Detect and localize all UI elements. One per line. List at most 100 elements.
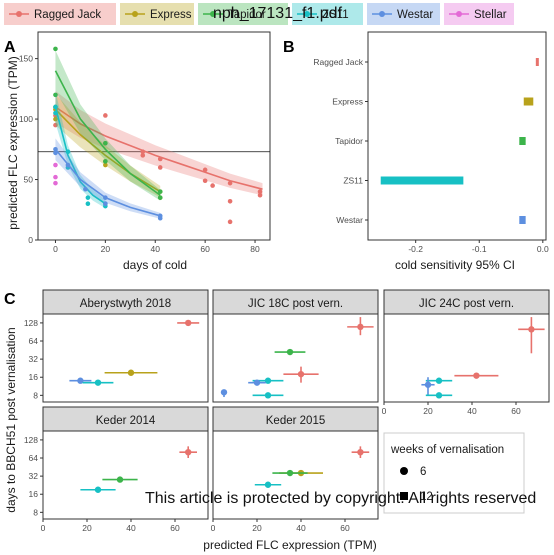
panel-c-facet-jic-18c-post-vern-point-tapidor — [286, 348, 294, 356]
panel-c-facet-keder-2014-title: Keder 2014 — [96, 415, 156, 427]
weeks-legend-label-12: 12 — [420, 491, 433, 503]
panel-a-point-ragged-jack — [257, 189, 263, 194]
panel-b-plot: -0.2 -0.1 0.0 Ragged Jack Express Tapidor ZS11… — [313, 31, 549, 254]
panel-c-facet-aberystwyth-2018-point-westar — [77, 377, 84, 384]
legend-label-zs11: ZS11 — [322, 9, 349, 21]
weeks-legend-square-marker — [400, 492, 408, 500]
panel-a-point-ragged-jack — [140, 153, 146, 158]
panel-a-xlabel: days of cold — [123, 258, 187, 272]
legend-swatch-express — [120, 3, 194, 25]
panel-b-interval-tapidor — [519, 137, 526, 145]
panel-c-facet-jic-18c-post-vern-frame — [212, 313, 379, 403]
panel-a-xtick-label: 0 — [53, 244, 58, 254]
panel-a-point-ragged-jack — [257, 192, 263, 198]
panel-c-facet-keder-2014-point-tapidor — [116, 476, 124, 483]
panel-a-point-westar — [53, 147, 58, 152]
legend-marker-ragged-jack — [16, 11, 22, 17]
panel-c-xtick-label: 40 — [296, 523, 306, 533]
legend-marker-westar — [379, 11, 385, 17]
panel-b-xtick-label: -0.1 — [472, 244, 487, 254]
panel-a-ytick-label: 0 — [28, 235, 33, 245]
legend-marker-zs11 — [304, 11, 310, 17]
panel-c-ytick-label: 64 — [29, 453, 39, 463]
panel-a-point-express — [53, 116, 58, 122]
panel-a-point-ragged-jack — [103, 113, 108, 118]
panel-c-facet-keder-2015-point-zs11 — [264, 481, 272, 488]
panel-b-xtick-label: -0.2 — [408, 244, 423, 254]
panel-a-point-ragged-jack — [227, 199, 233, 204]
panel-c-ytick-label: 128 — [24, 435, 38, 445]
panel-a-point-stellar — [53, 180, 58, 186]
panel-c-xlabel: predicted FLC expression (TPM) — [203, 538, 376, 552]
panel-c-xtick-label: 20 — [82, 523, 92, 533]
legend-marker-tapidor — [210, 11, 216, 17]
panel-c-xtick-label: 20 — [423, 406, 433, 416]
panel-a-xtick-label: 60 — [200, 244, 210, 254]
panel-a-ribbon-westar — [55, 138, 161, 219]
legend-swatch-stellar — [444, 3, 514, 25]
panel-a-point-zs11 — [85, 195, 91, 200]
panel-letter-a: A — [4, 39, 16, 56]
panel-a-point-ragged-jack — [157, 156, 163, 162]
panel-c-xtick-label: 20 — [252, 523, 262, 533]
document-id-overlay: nph_17131_f1.pdf — [213, 5, 343, 22]
panel-c-xtick-label: 60 — [511, 406, 521, 416]
panel-b-category-label: Express — [332, 97, 363, 107]
panel-a-point-westar — [103, 195, 108, 200]
panel-c-ytick-label: 64 — [29, 336, 39, 346]
panel-a-point-ragged-jack — [157, 165, 163, 170]
panel-letter-b: B — [283, 39, 295, 56]
panel-c-facet-aberystwyth-2018-title: Aberystwyth 2018 — [80, 298, 171, 310]
panel-c-facet-aberystwyth-2018-point-express — [127, 369, 135, 376]
panel-c-facet-keder-2015-frame — [212, 430, 379, 520]
panel-c-xtick-label: 40 — [467, 406, 477, 416]
panel-a-point-zs11 — [85, 201, 91, 207]
panel-c-facet-jic-24c-post-vern-point-zs11 — [435, 377, 443, 384]
panel-a-point-westar — [53, 150, 58, 156]
panel-b-interval-zs11 — [380, 176, 464, 185]
panel-a-point-stellar — [53, 174, 58, 180]
panel-a-point-ragged-jack — [202, 178, 208, 184]
panel-a-fit-zs11 — [54, 106, 106, 205]
panel-c-facet-aberystwyth-2018-point-zs11 — [94, 379, 102, 386]
panel-c-xtick-label: 0 — [41, 523, 46, 533]
panel-a-fit-express — [54, 108, 161, 193]
weeks-legend-circle-marker — [400, 467, 408, 475]
panel-b-category-label: Ragged Jack — [313, 57, 363, 67]
panel-c-ytick-label: 32 — [29, 471, 39, 481]
panel-a-point-stellar — [53, 162, 58, 168]
panel-c-ytick-label: 8 — [33, 507, 38, 517]
panel-c-ytick-label: 32 — [29, 354, 39, 364]
series-legend: Ragged Jack Express Tapidor ZS11 Westar Stell… — [4, 3, 514, 25]
panel-a-xtick-label: 20 — [101, 244, 111, 254]
panel-a-point-ragged-jack — [227, 219, 233, 225]
panel-letter-c: C — [4, 291, 16, 308]
panel-a-point-zs11 — [65, 149, 71, 155]
panel-c-ytick-label: 8 — [33, 390, 38, 400]
panel-c-facet-jic-24c-post-vern-point-westar — [424, 381, 432, 388]
panel-c-ytick-label: 16 — [29, 372, 39, 382]
panel-a-xtick-label: 80 — [250, 244, 260, 254]
panel-c-facet-jic-18c-post-vern-point-westar — [253, 379, 261, 386]
panel-a-ribbon-tapidor — [55, 50, 161, 201]
panel-a-point-zs11 — [53, 110, 58, 116]
legend-label-express: Express — [150, 9, 192, 21]
panel-a-xtick-label: 40 — [151, 244, 161, 254]
panel-c-facet-keder-2014-point-ragged-jack — [185, 448, 192, 456]
panel-c-facet-keder-2015-point-ragged-jack — [357, 448, 364, 456]
panel-a-point-express — [103, 162, 108, 168]
panel-c-facet-jic-24c-post-vern-strip — [383, 289, 550, 315]
panel-c-facet-jic-18c-post-vern-point-ragged-jack — [297, 370, 305, 378]
panel-a-point-tapidor — [53, 92, 58, 98]
panel-a-point-tapidor — [157, 195, 163, 200]
panel-c-facet-jic-18c-post-vern-point-ragged-jack — [357, 323, 364, 331]
legend-marker-express — [132, 11, 138, 17]
panel-b-frame — [367, 31, 547, 241]
panel-b-category-label: Tapidor — [335, 136, 363, 146]
panel-a-frame — [37, 31, 271, 241]
panel-b-category-label: ZS11 — [343, 176, 363, 186]
panel-a-point-tapidor — [157, 189, 163, 194]
legend-label-stellar: Stellar — [474, 9, 507, 21]
panel-a-point-westar — [157, 215, 163, 221]
